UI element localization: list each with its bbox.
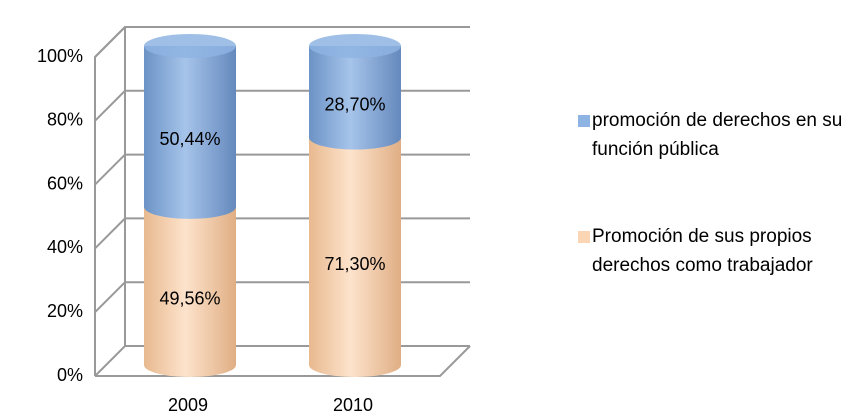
legend-swatch	[578, 115, 590, 127]
floor	[95, 345, 471, 377]
y-tick-label: 20%	[47, 301, 83, 321]
x-tick-label: 2009	[168, 395, 208, 415]
grid-line	[94, 26, 470, 58]
y-tick-label: 40%	[47, 237, 83, 257]
x-tick-label: 2010	[333, 395, 373, 415]
bar	[309, 46, 401, 150]
back-wall	[94, 26, 126, 376]
y-tick-label: 60%	[47, 173, 83, 193]
value-label: 50,44%	[159, 129, 220, 149]
value-label: 49,56%	[159, 289, 220, 309]
legend-swatch	[578, 231, 590, 243]
value-label: 71,30%	[324, 254, 385, 274]
legend-label: Promoción de sus propios derechos como t…	[592, 226, 813, 276]
y-tick-label: 80%	[47, 110, 83, 130]
bar-top	[144, 34, 236, 58]
legend-label: promoción de derechos en su función públ…	[592, 110, 843, 160]
value-label: 28,70%	[324, 95, 385, 115]
bar	[144, 46, 236, 219]
y-tick-label: 0%	[57, 365, 83, 385]
bar	[144, 206, 236, 377]
bar	[309, 137, 401, 377]
y-tick-label: 100%	[37, 46, 83, 66]
bar-top	[309, 34, 401, 58]
